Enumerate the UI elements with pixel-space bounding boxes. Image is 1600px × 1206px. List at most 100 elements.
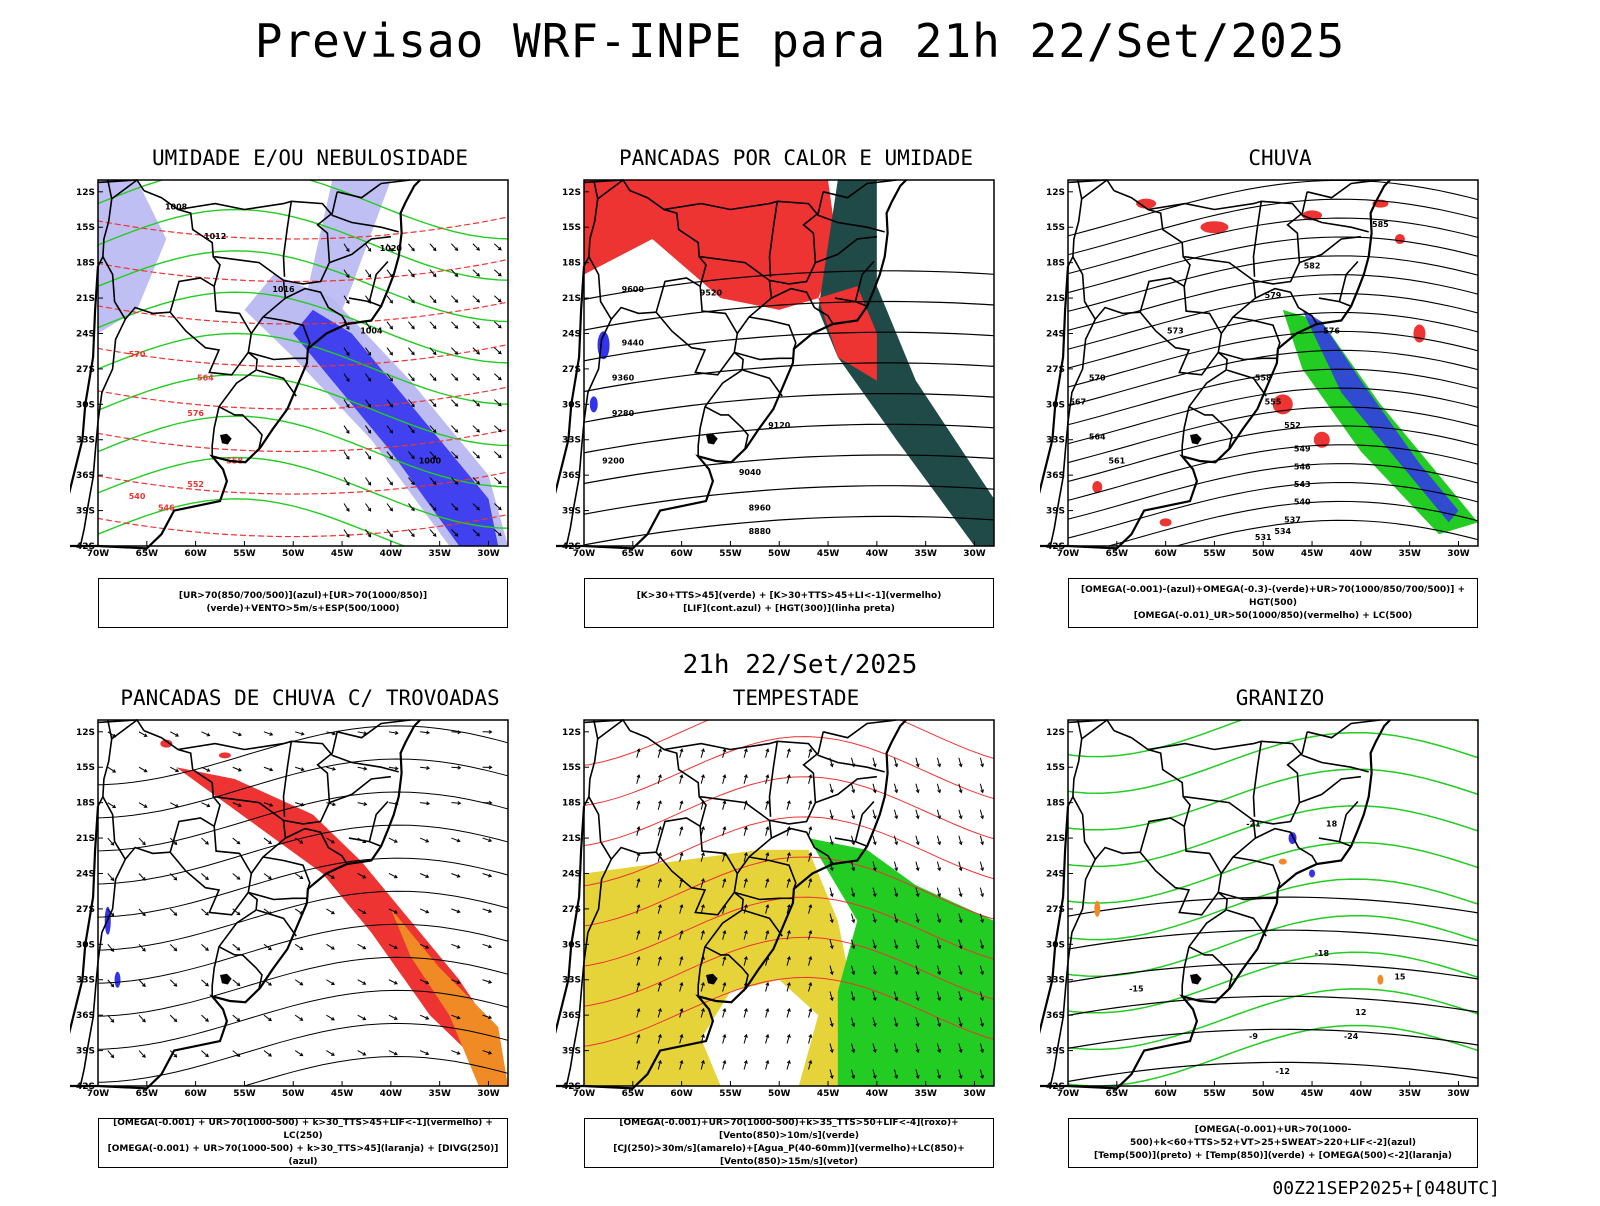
hail-area (1309, 869, 1315, 877)
legend-box: [K>30+TTS>45](verde) + [K>30+TTS>45+LI<-… (584, 578, 994, 628)
lat-tick-label: 24S (1046, 869, 1065, 879)
contour-label: 582 (1304, 262, 1321, 271)
contour-label: 552 (187, 480, 204, 489)
lon-tick-label: 35W (428, 549, 451, 559)
wind-vector (408, 244, 414, 251)
lat-tick-label: 12S (1046, 728, 1065, 738)
contour-label: 543 (1294, 480, 1311, 489)
lon-tick-label: 65W (136, 549, 159, 559)
lat-tick-label: 21S (1046, 834, 1065, 844)
lon-tick-label: 55W (1203, 1089, 1226, 1099)
lon-tick-label: 45W (1301, 1089, 1324, 1099)
lon-tick-label: 50W (768, 1089, 791, 1099)
wind-vector (494, 296, 501, 302)
wind-vector (473, 244, 479, 250)
lon-tick-label: 45W (331, 549, 354, 559)
lat-tick-label: 30S (76, 940, 95, 950)
wind-vector (473, 452, 479, 458)
lon-tick-label: 70W (573, 549, 596, 559)
lon-tick-label: 40W (866, 1089, 889, 1099)
panel-title: CHUVA (1040, 146, 1520, 170)
legend-line: [OMEGA(-0.001) + UR>70(1000-500) + k>30_… (99, 1117, 507, 1143)
legend-box: [OMEGA(-0.001) + UR>70(1000-500) + k>30_… (98, 1118, 508, 1168)
height-contour (1058, 180, 1483, 238)
streamline-arrow (170, 909, 176, 915)
lon-tick-label: 55W (719, 1089, 742, 1099)
streamline-arrow (108, 838, 114, 845)
lat-tick-label: 15S (562, 763, 581, 773)
streamline-arrow (233, 980, 240, 986)
streamline-arrow (201, 1015, 208, 1021)
streamline-arrow (233, 944, 240, 950)
rain-area (1200, 221, 1228, 233)
lon-tick-label: 40W (1350, 549, 1373, 559)
lat-tick-label: 18S (76, 799, 95, 809)
contour-label: 9360 (612, 374, 635, 383)
map-umidade: 1008101210161020100410005765705645585525… (70, 172, 550, 576)
lon-tick-label: 55W (1203, 549, 1226, 559)
lat-tick-label: 39S (76, 507, 95, 517)
legend-line: [UR>70(850/700/500)](azul)+[UR>70(1000/8… (99, 590, 507, 616)
humidity-band (293, 310, 498, 546)
contour-label: -18 (1315, 949, 1330, 958)
contour-label: 1000 (419, 456, 442, 465)
lat-tick-label: 36S (76, 471, 95, 481)
contour-label: 1004 (360, 326, 383, 335)
streamline-arrow (139, 980, 145, 987)
lat-tick-label: 36S (562, 1011, 581, 1021)
lat-tick-label: 36S (1046, 1011, 1065, 1021)
lon-tick-label: 50W (768, 549, 791, 559)
contour-label: 564 (1089, 433, 1106, 442)
lat-tick-label: 39S (1046, 1047, 1065, 1057)
legend-box: [OMEGA(-0.001)+UR>70(1000-500)+k<60+TTS>… (1068, 1118, 1478, 1168)
lat-tick-label: 27S (1046, 365, 1065, 375)
contour-label: 9520 (700, 289, 723, 298)
rain-area (1413, 324, 1425, 342)
wind-vector (494, 270, 501, 276)
lat-tick-label: 15S (76, 763, 95, 773)
wind-vector (494, 322, 501, 328)
contour-label: 9280 (612, 409, 635, 418)
temp850-contour (1058, 1026, 1483, 1087)
omega-area (1279, 859, 1287, 865)
streamline-arrow (170, 980, 176, 986)
lat-tick-label: 39S (1046, 507, 1065, 517)
streamline-arrow (139, 873, 145, 880)
contour-label: 585 (1372, 220, 1389, 229)
streamline-arrow (108, 873, 114, 880)
legend-box: [OMEGA(-0.001)-(azul)+OMEGA(-0.3)-(verde… (1068, 578, 1478, 628)
political-boundaries (1040, 720, 1390, 1088)
lat-tick-label: 36S (1046, 471, 1065, 481)
lon-tick-label: 65W (622, 1089, 645, 1099)
wind-vector (494, 244, 501, 250)
legend-line: [K>30+TTS>45](verde) + [K>30+TTS>45+LI<-… (637, 590, 942, 603)
wind-vector (494, 426, 501, 432)
streamline-arrow (201, 1051, 208, 1057)
height-contour (1058, 256, 1483, 314)
lon-tick-label: 50W (282, 1089, 305, 1099)
lat-tick-label: 21S (76, 834, 95, 844)
streamline (88, 858, 513, 917)
lat-tick-label: 33S (562, 436, 581, 446)
wind-vector (408, 348, 414, 355)
lon-tick-label: 65W (1106, 1089, 1129, 1099)
lat-tick-label: 12S (1046, 188, 1065, 198)
temp500-contour (1058, 897, 1483, 918)
contour-label: 9600 (622, 285, 645, 294)
lat-tick-label: 12S (76, 188, 95, 198)
lat-tick-label: 39S (562, 507, 581, 517)
legend-box: [UR>70(850/700/500)](azul)+[UR>70(1000/8… (98, 578, 508, 628)
contour-label: -24 (1344, 1032, 1359, 1041)
legend-box: [OMEGA(-0.001)+UR>70(1000-500)+k>35_TTS>… (584, 1118, 994, 1168)
legend-line: [OMEGA(-0.001)+UR>70(1000-500)+k<60+TTS>… (1069, 1124, 1477, 1150)
height-contour (1058, 199, 1483, 257)
streamline (88, 726, 513, 785)
wind-vector (473, 426, 479, 432)
lon-tick-label: 35W (1398, 549, 1421, 559)
lat-tick-label: 18S (1046, 799, 1065, 809)
lat-tick-label: 36S (76, 1011, 95, 1021)
contour-label: 9200 (602, 456, 625, 465)
